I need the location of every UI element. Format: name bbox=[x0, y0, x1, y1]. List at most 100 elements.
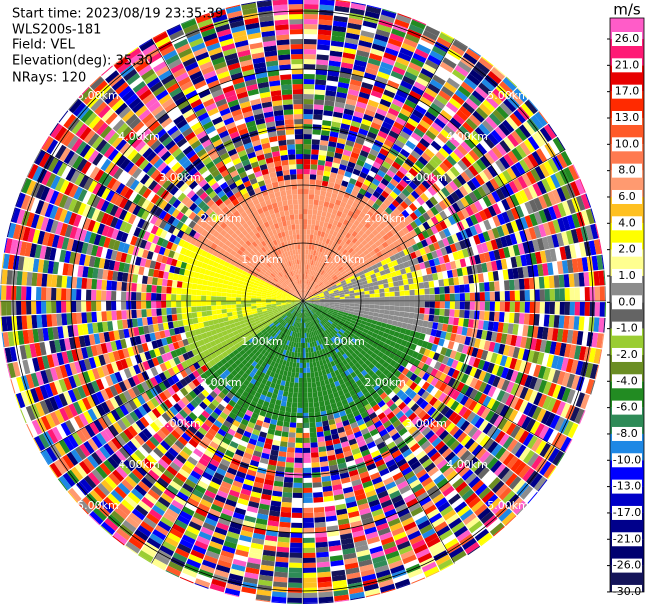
range-gate bbox=[51, 313, 58, 327]
range-gate bbox=[439, 286, 445, 294]
range-gate bbox=[371, 264, 378, 270]
range-gate bbox=[332, 286, 338, 290]
range-gate bbox=[358, 270, 365, 276]
range-gate bbox=[300, 244, 303, 250]
range-gate bbox=[487, 149, 499, 162]
range-gate bbox=[319, 296, 325, 299]
range-gate bbox=[389, 296, 395, 301]
range-gate bbox=[276, 39, 290, 46]
range-gate bbox=[409, 295, 415, 301]
range-gate bbox=[328, 257, 334, 263]
range-gate bbox=[226, 312, 233, 317]
range-gate bbox=[308, 204, 314, 210]
range-gate bbox=[580, 226, 589, 242]
range-gate bbox=[377, 244, 385, 251]
range-gate bbox=[463, 275, 470, 285]
range-gate bbox=[381, 161, 392, 170]
range-gate bbox=[384, 296, 390, 301]
range-gate bbox=[334, 249, 340, 255]
range-gate bbox=[161, 308, 167, 316]
range-gate bbox=[6, 301, 12, 316]
range-gate bbox=[327, 269, 333, 275]
range-gate bbox=[452, 177, 463, 189]
range-gate bbox=[81, 301, 87, 312]
range-gate bbox=[121, 301, 127, 310]
range-gate bbox=[426, 252, 434, 261]
range-gate bbox=[471, 90, 486, 103]
range-gate bbox=[141, 309, 147, 318]
range-gate bbox=[339, 277, 345, 282]
range-gate bbox=[561, 260, 569, 274]
range-gate bbox=[299, 229, 303, 235]
range-gate bbox=[331, 253, 337, 259]
range-gate bbox=[317, 39, 331, 46]
range-gate bbox=[514, 191, 525, 205]
range-gate bbox=[308, 244, 312, 250]
range-gate bbox=[490, 260, 498, 271]
range-gate bbox=[551, 234, 560, 248]
range-gate bbox=[106, 290, 112, 301]
range-gate bbox=[303, 264, 305, 270]
range-gate bbox=[316, 210, 323, 216]
range-gate bbox=[226, 296, 232, 301]
range-gate bbox=[304, 295, 308, 300]
range-gate bbox=[469, 214, 479, 225]
range-gate bbox=[437, 271, 444, 280]
range-gate bbox=[56, 275, 63, 288]
range-gate bbox=[375, 198, 383, 207]
range-gate bbox=[171, 294, 177, 301]
range-gate bbox=[452, 251, 460, 261]
range-gate bbox=[303, 249, 306, 255]
range-gate bbox=[528, 277, 535, 290]
range-gate bbox=[76, 301, 82, 313]
range-gate bbox=[386, 223, 394, 231]
range-gate bbox=[575, 195, 586, 211]
range-gate bbox=[86, 312, 93, 323]
range-gate bbox=[416, 269, 423, 277]
range-gate bbox=[359, 199, 367, 208]
range-gate bbox=[558, 274, 565, 288]
range-gate bbox=[369, 297, 375, 301]
range-gate bbox=[349, 295, 355, 299]
range-gate bbox=[342, 284, 348, 289]
range-gate bbox=[475, 106, 489, 120]
range-gate bbox=[446, 235, 455, 245]
range-gate bbox=[578, 272, 585, 287]
range-gate bbox=[217, 278, 224, 284]
range-gate bbox=[345, 238, 352, 246]
range-gate bbox=[433, 257, 441, 266]
range-gate bbox=[324, 260, 329, 266]
range-gate bbox=[146, 284, 152, 293]
range-gate bbox=[303, 154, 311, 160]
range-gate bbox=[304, 299, 310, 301]
range-gate bbox=[410, 131, 422, 142]
range-gate bbox=[440, 128, 452, 140]
range-gate bbox=[303, 64, 316, 70]
range-gate bbox=[290, 44, 303, 50]
range-gate bbox=[543, 276, 550, 289]
ppi-field bbox=[0, 0, 606, 604]
range-gate bbox=[362, 283, 369, 289]
range-gate bbox=[393, 281, 399, 287]
range-gate bbox=[329, 245, 334, 252]
range-gate bbox=[317, 268, 322, 274]
range-gate bbox=[505, 196, 515, 209]
range-gate bbox=[414, 159, 425, 170]
range-gate bbox=[481, 262, 488, 273]
range-gate bbox=[354, 298, 360, 301]
range-gate bbox=[449, 166, 460, 178]
range-gate bbox=[486, 193, 497, 205]
range-gate bbox=[539, 289, 545, 301]
range-gate bbox=[347, 228, 355, 235]
range-gate bbox=[339, 268, 346, 274]
range-gate bbox=[343, 265, 350, 271]
range-gate bbox=[505, 222, 515, 234]
range-gate bbox=[405, 232, 413, 240]
range-gate bbox=[303, 84, 315, 90]
range-gate bbox=[327, 288, 333, 292]
range-gate bbox=[295, 149, 303, 155]
range-gate bbox=[416, 241, 424, 250]
range-gate bbox=[590, 223, 599, 240]
range-gate bbox=[553, 275, 560, 288]
range-gate bbox=[429, 234, 438, 244]
